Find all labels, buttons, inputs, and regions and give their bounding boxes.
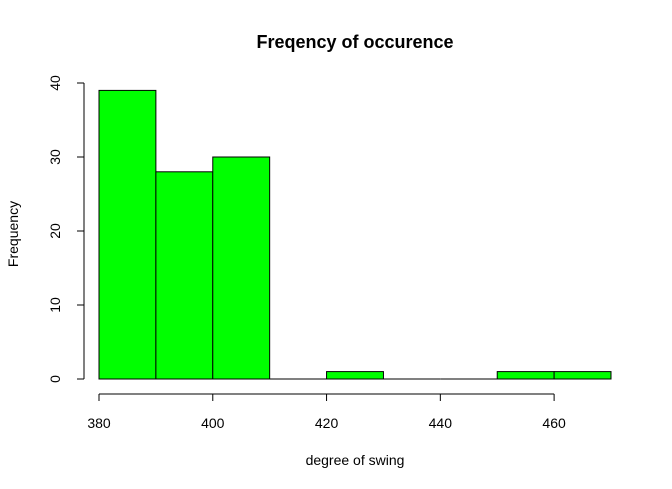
y-tick-label: 40 xyxy=(47,75,63,91)
bars-group xyxy=(98,89,612,380)
y-tick-label: 0 xyxy=(47,375,63,383)
x-axis: 380 400 420 440 460 xyxy=(87,393,566,431)
histogram-bar xyxy=(326,371,384,380)
histogram-bar xyxy=(496,371,555,380)
x-tick-label: 400 xyxy=(201,415,225,431)
y-axis-label: Frequency xyxy=(5,201,21,267)
y-tick-label: 10 xyxy=(47,297,63,313)
x-axis-label: degree of swing xyxy=(306,452,405,468)
x-tick-label: 380 xyxy=(87,415,111,431)
x-tick-label: 420 xyxy=(315,415,339,431)
x-tick-label: 460 xyxy=(542,415,566,431)
histogram-bar xyxy=(212,156,271,380)
y-axis: 0 10 20 30 40 xyxy=(47,75,85,383)
y-tick-label: 30 xyxy=(47,149,63,165)
histogram-bar xyxy=(553,371,612,380)
chart-title: Freqency of occurence xyxy=(256,32,453,52)
x-tick-label: 440 xyxy=(429,415,453,431)
histogram-bar xyxy=(155,171,214,380)
y-tick-label: 20 xyxy=(47,223,63,239)
histogram-bar xyxy=(98,89,157,380)
